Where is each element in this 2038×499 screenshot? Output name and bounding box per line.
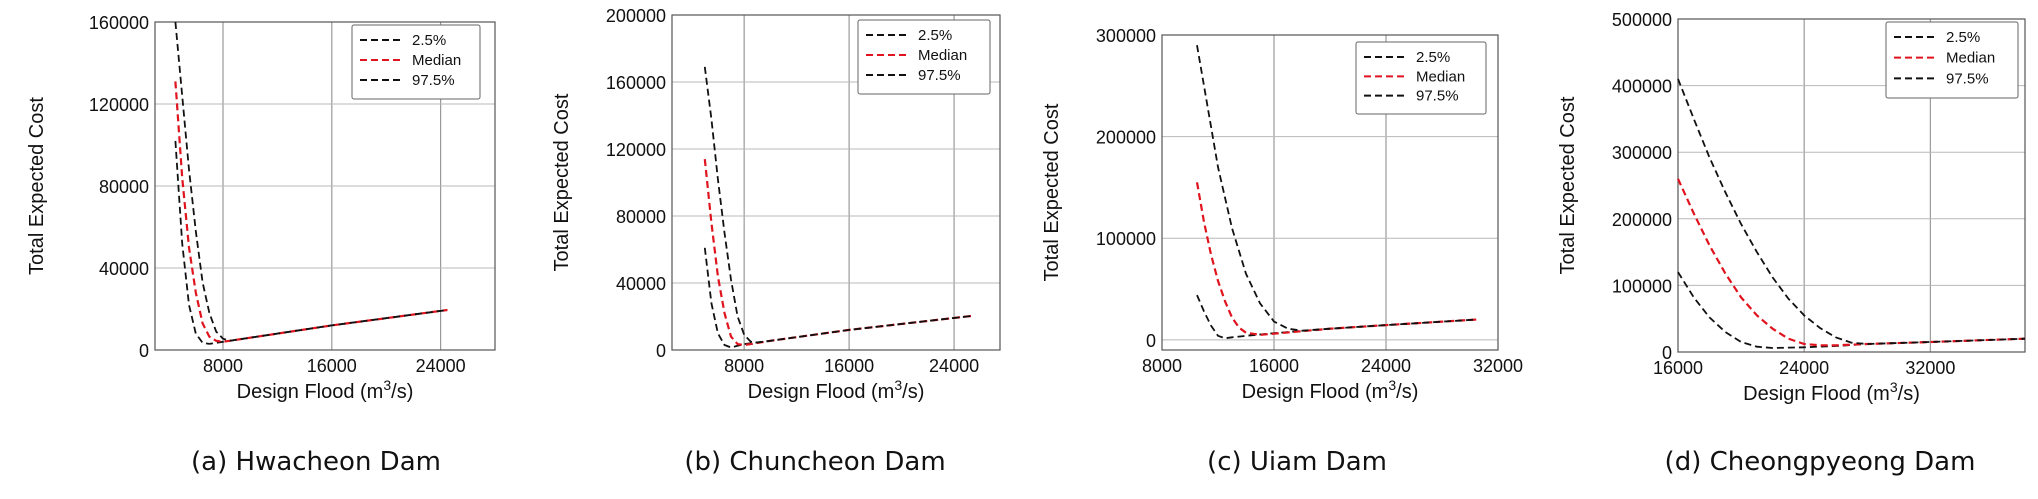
x-tick-label: 8000 xyxy=(203,356,243,376)
series-line-97.5% xyxy=(703,66,974,344)
legend-label: 97.5% xyxy=(412,72,455,89)
series-line-97.5% xyxy=(1196,45,1478,332)
y-tick-label: 400000 xyxy=(1612,77,1672,97)
x-tick-label: 16000 xyxy=(307,356,357,376)
y-tick-label: 0 xyxy=(139,341,149,361)
y-axis-label: Total Expected Cost xyxy=(1041,103,1063,281)
x-tick-label: 24000 xyxy=(929,356,979,376)
series-line-2.5% xyxy=(1196,294,1478,340)
series-line-97.5% xyxy=(1677,78,2026,345)
y-tick-label: 40000 xyxy=(616,274,666,294)
x-tick-label: 24000 xyxy=(1361,356,1411,376)
chart-panel-1: 8000 16000 24000 0 40000 80000 120000 160000 2.5… xyxy=(26,13,496,477)
plot-frame xyxy=(671,14,1001,351)
legend-label: Median xyxy=(918,47,967,64)
legend-label: 2.5% xyxy=(918,27,952,44)
x-axis-label: Design Flood (m3/s) xyxy=(1743,379,1920,405)
x-axis-label: Design Flood (m3/s) xyxy=(748,377,925,403)
panel-caption: (c) Uiam Dam xyxy=(1207,447,1387,477)
y-tick-label: 40000 xyxy=(99,259,149,279)
legend: 2.5% Median 97.5% xyxy=(351,24,481,100)
y-tick-label: 200000 xyxy=(1612,210,1672,230)
panel-caption: (a) Hwacheon Dam xyxy=(191,447,441,477)
x-tick-label: 8000 xyxy=(1142,356,1182,376)
y-tick-label: 0 xyxy=(1146,331,1156,351)
chart-panel-2: 8000 16000 24000 0 40000 80000 120000 160000 200… xyxy=(551,6,1001,477)
legend: 2.5% Median 97.5% xyxy=(1355,41,1487,115)
y-tick-label: 100000 xyxy=(1612,276,1672,296)
legend-label: Median xyxy=(412,52,461,69)
series-line-Median xyxy=(174,81,448,343)
series-line-Median xyxy=(703,158,974,347)
legend-label: 2.5% xyxy=(1416,49,1450,66)
series-line-2.5% xyxy=(1677,271,2026,349)
x-tick-label: 16000 xyxy=(1653,358,1703,378)
legend-label: 97.5% xyxy=(1946,70,1989,87)
y-tick-label: 200000 xyxy=(606,6,666,26)
chart-panel-4: 16000 24000 32000 0 100000 200000 300000 400000… xyxy=(1557,10,2026,477)
y-tick-label: 160000 xyxy=(89,13,149,33)
legend-label: Median xyxy=(1946,50,1995,67)
plot-frame xyxy=(154,21,496,351)
y-tick-label: 500000 xyxy=(1612,10,1672,30)
y-tick-label: 120000 xyxy=(89,95,149,115)
x-tick-label: 16000 xyxy=(824,356,874,376)
x-tick-label: 24000 xyxy=(1779,358,1829,378)
series-line-Median xyxy=(1195,182,1478,336)
y-tick-label: 300000 xyxy=(1096,26,1156,46)
panel-caption: (d) Cheongpyeong Dam xyxy=(1665,447,1976,477)
x-tick-label: 8000 xyxy=(724,356,764,376)
y-tick-label: 120000 xyxy=(606,140,666,160)
legend: 2.5% Median 97.5% xyxy=(857,19,991,95)
y-tick-label: 200000 xyxy=(1096,128,1156,148)
y-tick-label: 80000 xyxy=(616,207,666,227)
y-tick-label: 300000 xyxy=(1612,143,1672,163)
y-tick-label: 0 xyxy=(656,341,666,361)
chart-panel-3: 8000 16000 24000 32000 0 100000 200000 300000 2.… xyxy=(1041,26,1523,477)
y-axis-label: Total Expected Cost xyxy=(1557,96,1579,274)
y-axis-label: Total Expected Cost xyxy=(26,97,48,275)
plot-frame xyxy=(1677,18,2026,353)
legend-label: 2.5% xyxy=(1946,29,1980,46)
series-line-2.5% xyxy=(703,247,974,349)
legend-label: 2.5% xyxy=(412,32,446,49)
series-line-97.5% xyxy=(174,21,448,342)
legend-label: 97.5% xyxy=(918,67,961,84)
legend-label: 97.5% xyxy=(1416,88,1459,105)
series-line-Median xyxy=(1676,178,2026,347)
series-line-2.5% xyxy=(174,140,448,345)
y-tick-label: 100000 xyxy=(1096,229,1156,249)
plot-frame xyxy=(1161,34,1499,351)
y-tick-label: 160000 xyxy=(606,73,666,93)
x-tick-label: 24000 xyxy=(416,356,466,376)
y-tick-label: 0 xyxy=(1662,343,1672,363)
y-axis-label: Total Expected Cost xyxy=(551,93,573,271)
x-tick-label: 32000 xyxy=(1905,358,1955,378)
x-tick-label: 16000 xyxy=(1249,356,1299,376)
y-tick-label: 80000 xyxy=(99,177,149,197)
legend-label: Median xyxy=(1416,68,1465,85)
x-axis-label: Design Flood (m3/s) xyxy=(1242,377,1419,403)
x-axis-label: Design Flood (m3/s) xyxy=(237,377,414,403)
legend: 2.5% Median 97.5% xyxy=(1885,21,2019,99)
panel-caption: (b) Chuncheon Dam xyxy=(684,447,945,477)
x-tick-label: 32000 xyxy=(1473,356,1523,376)
